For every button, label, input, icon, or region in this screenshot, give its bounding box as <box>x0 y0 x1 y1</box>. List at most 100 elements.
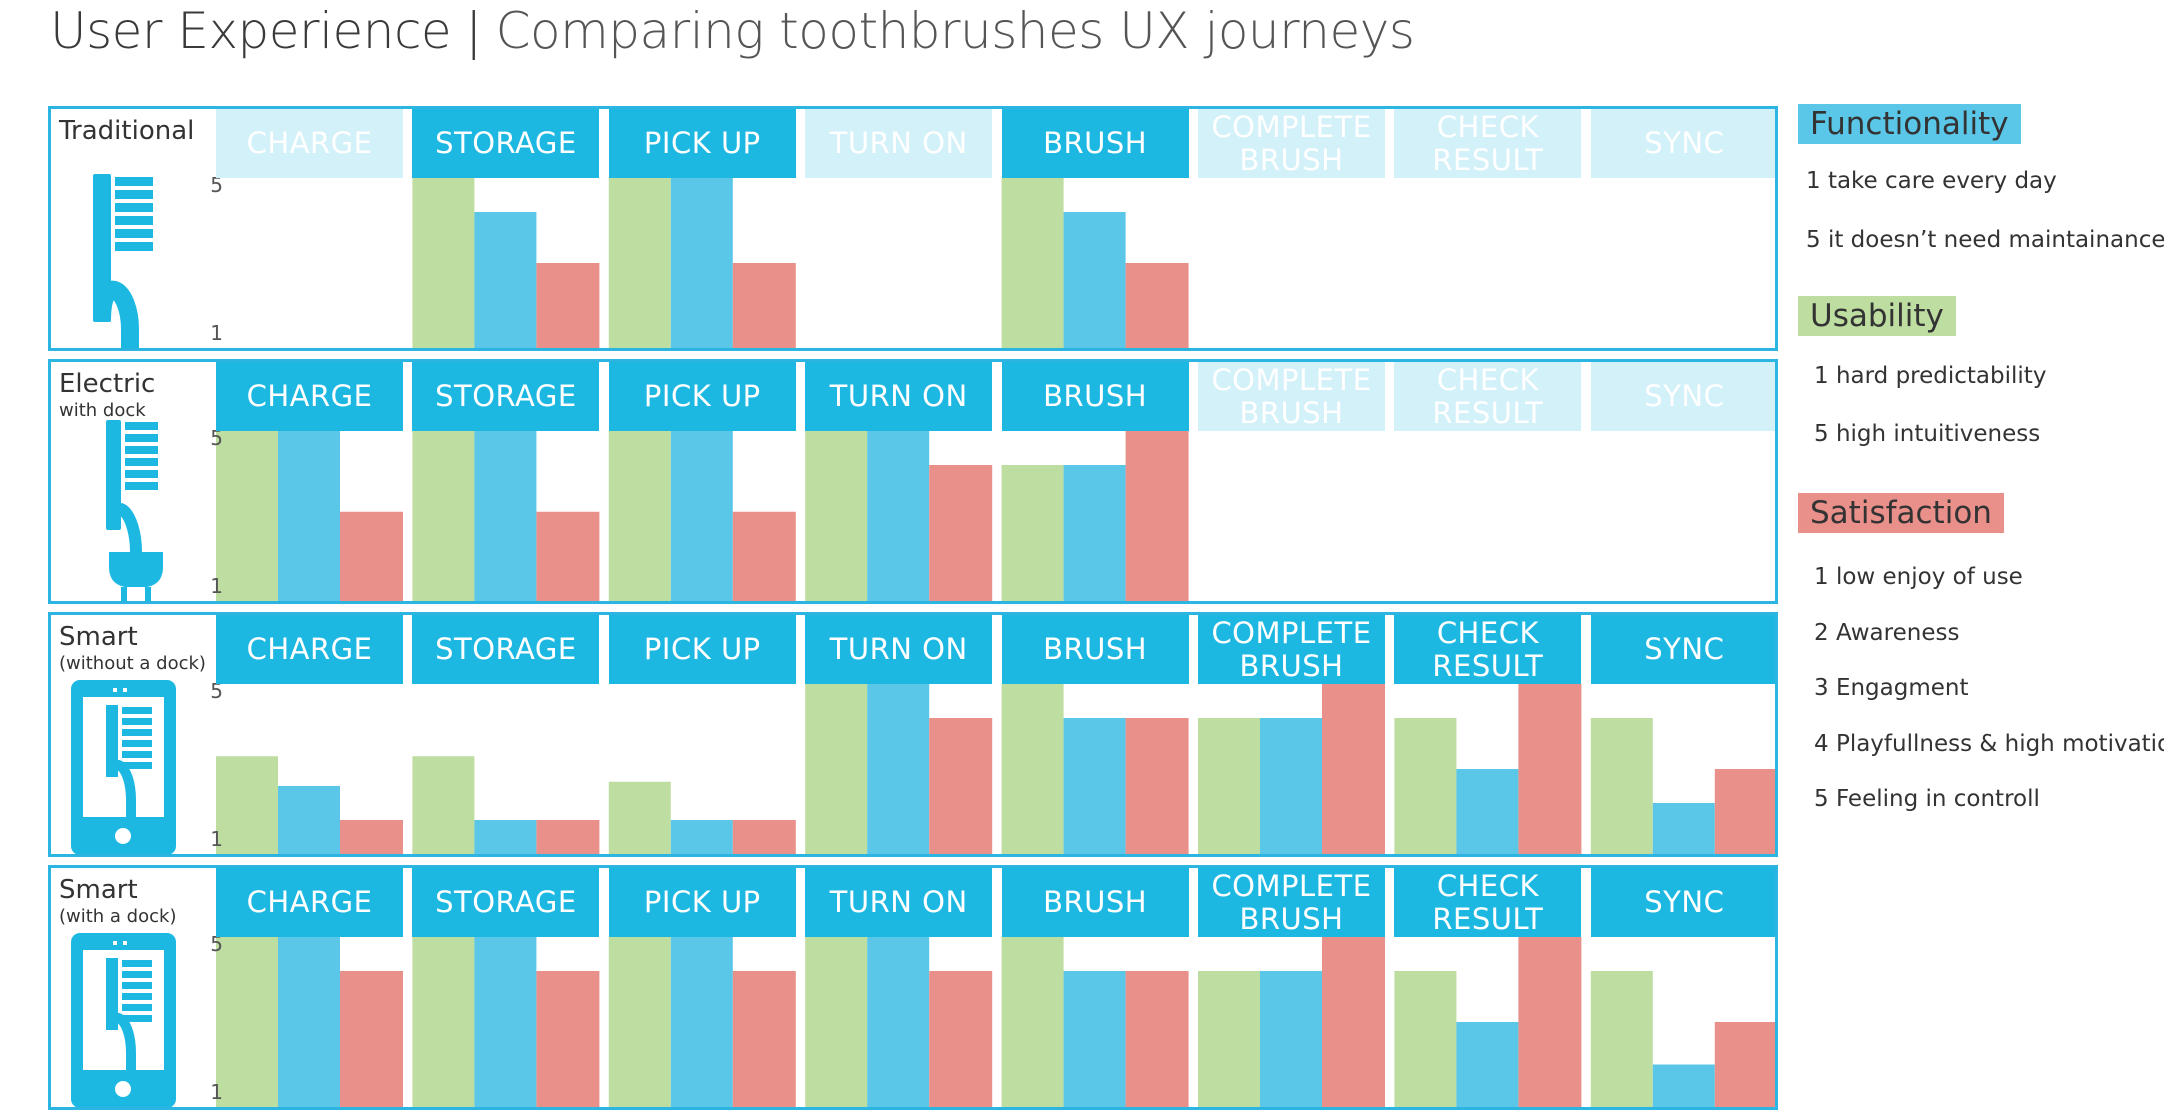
bar-functionality <box>1456 1022 1519 1107</box>
row-subtitle: (with a dock) <box>59 906 177 927</box>
bar-functionality <box>474 431 537 601</box>
y-tick-label: 5 <box>210 932 223 956</box>
row-title: Smart <box>59 875 138 905</box>
bar-satisfaction <box>1322 684 1385 854</box>
bar-satisfaction <box>340 820 403 854</box>
bar-usability <box>805 937 868 1107</box>
bar-satisfaction <box>929 465 993 601</box>
legend-usability-item: 5 high intuitiveness <box>1814 421 2041 447</box>
smartphone-toothbrush-icon <box>71 680 176 854</box>
bar-functionality <box>474 212 537 348</box>
row-title: Traditional <box>59 116 195 146</box>
bar-usability <box>1590 718 1653 854</box>
bar-satisfaction <box>1518 684 1582 854</box>
bar-usability <box>1590 971 1653 1107</box>
bars-area <box>71 933 1775 1107</box>
row-title: Smart <box>59 622 138 652</box>
stage-header: TURN ON <box>805 109 993 178</box>
bar-satisfaction <box>1714 769 1775 854</box>
bar-functionality <box>670 937 733 1107</box>
stage-header: BRUSH <box>1001 362 1189 431</box>
row-subtitle: with dock <box>59 400 146 421</box>
bar-usability <box>412 756 475 854</box>
y-tick-label: 1 <box>210 321 223 345</box>
stage-header: TURN ON <box>805 362 993 431</box>
bars-area <box>71 680 1775 854</box>
y-tick-label: 5 <box>210 426 223 450</box>
stage-header: TURN ON <box>805 868 993 937</box>
bar-functionality <box>1063 212 1126 348</box>
bar-functionality <box>1652 1064 1715 1107</box>
bar-usability <box>412 431 475 601</box>
bar-satisfaction <box>536 511 600 601</box>
bar-usability <box>1001 684 1064 854</box>
bar-functionality <box>670 820 733 854</box>
bar-usability <box>412 937 475 1107</box>
bar-usability <box>1394 718 1457 854</box>
journey-row: Smart (with a dock) 5 1 CHARGE STORAGE PICK UP… <box>48 865 1778 1110</box>
bar-functionality <box>670 431 733 601</box>
stage-header: PICK UP <box>608 615 796 684</box>
bar-functionality <box>867 684 930 854</box>
legend-satisfaction-item: 5 Feeling in controll <box>1814 786 2040 812</box>
stage-header: CHARGE <box>216 109 403 178</box>
title-subtitle: Comparing toothbrushes UX journeys <box>495 2 1415 60</box>
bar-satisfaction <box>1125 263 1189 348</box>
y-tick-label: 1 <box>210 827 223 851</box>
bar-usability <box>1001 178 1064 348</box>
bar-satisfaction <box>1125 431 1189 601</box>
bar-functionality <box>1063 465 1126 601</box>
bar-functionality <box>867 431 930 601</box>
bar-satisfaction <box>929 971 993 1107</box>
bar-satisfaction <box>1714 1022 1775 1107</box>
bar-functionality <box>1456 769 1519 854</box>
bar-satisfaction <box>929 718 993 854</box>
legend-satisfaction-item: 2 Awareness <box>1814 620 1960 646</box>
legend-functionality-item: 1 take care every day <box>1806 168 2057 194</box>
bar-satisfaction <box>732 820 796 854</box>
bar-satisfaction <box>340 971 403 1107</box>
journey-row: Electric with dock 5 1 CHARGE STORAGE PICK UP T… <box>48 359 1778 604</box>
bars-area <box>93 174 1189 348</box>
stage-header: COMPLETE BRUSH <box>1198 362 1385 431</box>
bar-usability <box>1198 718 1260 854</box>
bar-usability <box>1001 937 1064 1107</box>
y-tick-label: 1 <box>210 574 223 598</box>
bar-functionality <box>1260 971 1322 1107</box>
y-tick-label: 5 <box>210 173 223 197</box>
stage-header: BRUSH <box>1001 109 1189 178</box>
stage-header: CHARGE <box>216 362 403 431</box>
bar-usability <box>1198 971 1260 1107</box>
title-main: User Experience <box>50 2 452 60</box>
bar-satisfaction <box>732 971 796 1107</box>
bar-functionality <box>670 178 733 348</box>
journey-row: Traditional 5 1 CHARGE STORAGE PICK UP TURN ON… <box>48 106 1778 351</box>
bar-usability <box>608 178 671 348</box>
plug-toothbrush-icon <box>106 420 163 601</box>
bar-satisfaction <box>340 511 403 601</box>
stage-header: CHECK RESULT <box>1394 868 1582 937</box>
bars-area <box>106 420 1189 601</box>
bar-satisfaction <box>1322 937 1385 1107</box>
bar-satisfaction <box>732 511 796 601</box>
stage-header: STORAGE <box>412 109 600 178</box>
stage-header: CHECK RESULT <box>1394 362 1582 431</box>
stage-header: CHECK RESULT <box>1394 615 1582 684</box>
bar-usability <box>216 937 278 1107</box>
stage-header: CHARGE <box>216 868 403 937</box>
journey-row: Smart (without a dock) 5 1 CHARGE STORAGE PICK… <box>48 612 1778 857</box>
bar-functionality <box>278 786 340 854</box>
row-subtitle: (without a dock) <box>59 653 206 674</box>
bar-usability <box>412 178 475 348</box>
bar-usability <box>608 937 671 1107</box>
legend-usability-item: 1 hard predictability <box>1814 363 2047 389</box>
stage-header: SYNC <box>1590 868 1775 937</box>
legend-functionality-label: Functionality <box>1798 104 2021 144</box>
bar-functionality <box>1652 803 1715 854</box>
stage-header: SYNC <box>1590 615 1775 684</box>
bar-usability <box>1001 465 1064 601</box>
y-tick-label: 5 <box>210 679 223 703</box>
bar-usability <box>608 781 671 854</box>
smartphone-dock-toothbrush-icon <box>71 933 176 1107</box>
bar-satisfaction <box>536 820 600 854</box>
